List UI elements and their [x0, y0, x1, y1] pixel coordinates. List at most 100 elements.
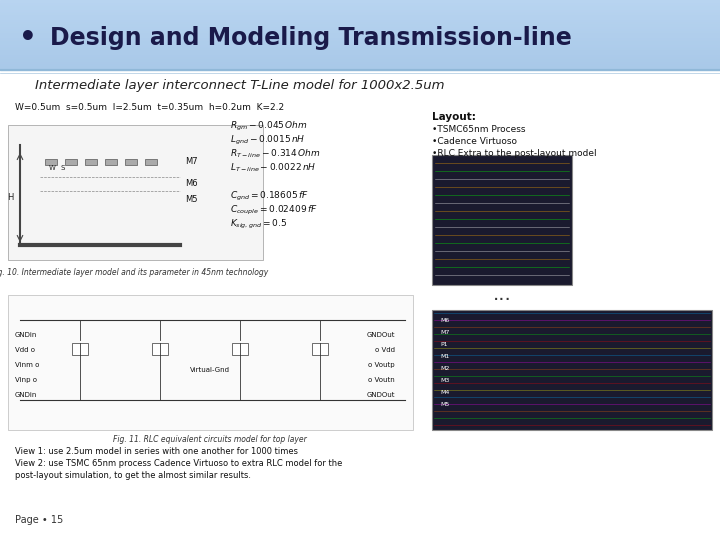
Polygon shape: [0, 56, 720, 58]
Polygon shape: [0, 5, 720, 7]
Text: View 2: use TSMC 65nm process Cadence Virtuoso to extra RLC model for the: View 2: use TSMC 65nm process Cadence Vi…: [15, 459, 343, 468]
Text: o Voutp: o Voutp: [369, 362, 395, 368]
Text: S: S: [60, 165, 66, 171]
Text: Fig. 11. RLC equivalent circuits model for top layer: Fig. 11. RLC equivalent circuits model f…: [113, 435, 307, 444]
Polygon shape: [0, 21, 720, 23]
Bar: [152, 343, 168, 355]
Polygon shape: [0, 51, 720, 52]
Polygon shape: [0, 14, 720, 16]
Bar: [432, 155, 572, 285]
Polygon shape: [0, 23, 720, 24]
Text: Design and Modeling Transmission-line: Design and Modeling Transmission-line: [50, 26, 572, 50]
Text: M7: M7: [440, 329, 449, 334]
Text: $R_{T-line} - 0.314\,Ohm$: $R_{T-line} - 0.314\,Ohm$: [230, 148, 320, 160]
Text: M6: M6: [185, 179, 197, 187]
Text: •TSMC65nm Process: •TSMC65nm Process: [432, 125, 526, 134]
Polygon shape: [0, 26, 720, 28]
Text: Vinm o: Vinm o: [15, 362, 40, 368]
Polygon shape: [0, 42, 720, 44]
Text: GNDin: GNDin: [15, 392, 37, 398]
Polygon shape: [0, 19, 720, 21]
Polygon shape: [0, 0, 720, 2]
Polygon shape: [0, 61, 720, 63]
Text: H: H: [6, 193, 13, 202]
Text: Fig. 10. Intermediate layer model and its parameter in 45nm technology: Fig. 10. Intermediate layer model and it…: [0, 268, 269, 277]
Polygon shape: [0, 2, 720, 3]
Text: Page • 15: Page • 15: [15, 515, 63, 525]
Text: o Vdd: o Vdd: [375, 347, 395, 353]
Text: M4: M4: [440, 389, 449, 395]
Polygon shape: [0, 54, 720, 56]
Text: ...: ...: [492, 286, 511, 305]
Text: GNDin: GNDin: [15, 332, 37, 338]
Bar: [72, 343, 88, 355]
Polygon shape: [0, 35, 720, 37]
Bar: [312, 343, 328, 355]
Text: Intermediate layer interconnect T-Line model for 1000x2.5um: Intermediate layer interconnect T-Line m…: [35, 78, 445, 91]
Text: P1: P1: [440, 341, 448, 347]
Polygon shape: [0, 24, 720, 26]
Polygon shape: [0, 45, 720, 47]
Text: M1: M1: [440, 354, 449, 359]
Text: Vinp o: Vinp o: [15, 377, 37, 383]
Polygon shape: [0, 65, 720, 66]
Text: GNDOut: GNDOut: [366, 332, 395, 338]
Polygon shape: [0, 9, 720, 10]
Polygon shape: [0, 68, 720, 70]
Text: M7: M7: [185, 158, 197, 166]
Text: Vdd o: Vdd o: [15, 347, 35, 353]
Polygon shape: [0, 44, 720, 45]
Polygon shape: [0, 47, 720, 49]
Text: M5: M5: [440, 402, 449, 407]
Text: $L_{gnd} - 0.0015\,nH$: $L_{gnd} - 0.0015\,nH$: [230, 134, 305, 147]
Polygon shape: [0, 28, 720, 30]
Text: M5: M5: [185, 195, 197, 205]
Polygon shape: [0, 16, 720, 17]
Bar: [8, 295, 413, 430]
Text: o Voutn: o Voutn: [368, 377, 395, 383]
Polygon shape: [0, 52, 720, 54]
Bar: [232, 343, 248, 355]
Polygon shape: [0, 10, 720, 12]
Polygon shape: [0, 37, 720, 38]
Polygon shape: [0, 59, 720, 61]
Text: $K_{sig,gnd} = 0.5$: $K_{sig,gnd} = 0.5$: [230, 218, 287, 231]
Polygon shape: [0, 58, 720, 59]
Text: $C_{couple} = 0.02409\,fF$: $C_{couple} = 0.02409\,fF$: [230, 204, 318, 217]
Text: Virtual-Gnd: Virtual-Gnd: [190, 367, 230, 373]
Polygon shape: [0, 40, 720, 42]
Text: View 1: use 2.5um model in series with one another for 1000 times: View 1: use 2.5um model in series with o…: [15, 447, 298, 456]
Polygon shape: [0, 33, 720, 35]
Polygon shape: [0, 38, 720, 40]
Text: post-layout simulation, to get the almost similar results.: post-layout simulation, to get the almos…: [15, 471, 251, 480]
Bar: [125, 159, 137, 165]
Text: $R_{gm} - 0.045\,Ohm$: $R_{gm} - 0.045\,Ohm$: [230, 120, 308, 133]
Bar: [145, 159, 157, 165]
Bar: [105, 159, 117, 165]
Polygon shape: [0, 30, 720, 31]
Bar: [8, 125, 263, 260]
Text: •Cadence Virtuoso: •Cadence Virtuoso: [432, 137, 517, 146]
Polygon shape: [0, 63, 720, 65]
Polygon shape: [0, 31, 720, 33]
Bar: [432, 310, 712, 430]
Polygon shape: [0, 49, 720, 51]
Bar: [85, 159, 97, 165]
Bar: [65, 159, 77, 165]
Bar: [45, 159, 57, 165]
Text: •: •: [19, 24, 37, 52]
Polygon shape: [0, 7, 720, 9]
Text: Layout:: Layout:: [432, 112, 476, 122]
Polygon shape: [0, 17, 720, 19]
Polygon shape: [0, 12, 720, 14]
Text: $C_{gnd} = 0.18605\,fF$: $C_{gnd} = 0.18605\,fF$: [230, 190, 309, 203]
Text: M6: M6: [440, 318, 449, 322]
Text: $L_{T-line} - 0.0022\,nH$: $L_{T-line} - 0.0022\,nH$: [230, 162, 317, 174]
Text: GNDOut: GNDOut: [366, 392, 395, 398]
Text: M2: M2: [440, 366, 449, 370]
Text: •RLC Extra to the post-layout model: •RLC Extra to the post-layout model: [432, 149, 597, 158]
Text: M3: M3: [440, 377, 449, 382]
Polygon shape: [0, 3, 720, 5]
Text: W: W: [48, 165, 55, 171]
Text: W=0.5um  s=0.5um  l=2.5um  t=0.35um  h=0.2um  K=2.2: W=0.5um s=0.5um l=2.5um t=0.35um h=0.2um…: [15, 104, 284, 112]
